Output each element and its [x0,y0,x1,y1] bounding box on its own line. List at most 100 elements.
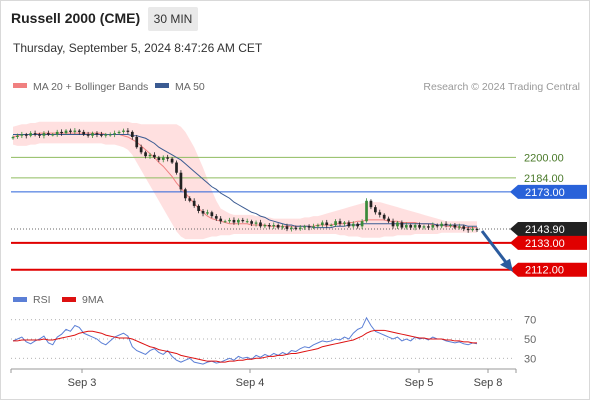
x-tick-label: Sep 3 [68,377,97,389]
candle [259,219,262,228]
candle [237,218,240,226]
candle [175,160,178,175]
candle [369,199,373,210]
level-label-3: 2143.90 [525,224,565,236]
candle [272,222,276,229]
candle [396,220,399,229]
candle [378,209,382,218]
candle [73,128,77,135]
candle [135,134,139,149]
candle [139,144,143,155]
candle [11,135,15,140]
ma20-line [12,132,477,229]
candle [400,220,404,230]
candle [276,223,280,230]
candle [475,227,479,233]
rsi-legend-label: RSI [33,294,51,306]
bollinger-band [13,121,477,240]
x-tick-label: Sep 5 [405,377,434,389]
candle [409,223,413,230]
rsi-legend: RSI 9MA [13,294,104,306]
candle [201,208,205,217]
rsi-ma-legend-swatch [62,297,76,302]
candle [267,222,271,229]
level-label-5: 2112.00 [525,265,564,277]
candle [298,225,302,231]
candle [113,130,116,138]
rsi-ma-line [13,329,477,363]
candle [471,226,474,232]
research-credit: Research © 2024 Trading Central [423,81,580,93]
candle [161,155,165,163]
candle [91,131,94,139]
candle [214,214,218,221]
candle [241,217,245,223]
chart-timestamp: Thursday, September 5, 2024 8:47:26 AM C… [13,41,263,55]
candle [290,226,293,232]
candle [391,218,395,229]
candle [263,223,267,229]
level-tag-4 [510,235,587,250]
rsi-tick-label: 70 [524,315,536,327]
level-label-2: 2173.00 [525,187,565,199]
candle [20,131,24,139]
candle [60,129,63,136]
candle [232,217,236,225]
candle [29,131,33,138]
rsi-line [12,316,478,365]
candle [387,216,390,224]
candle [24,132,28,139]
candle [69,128,72,134]
forecast-arrow-shaft [480,230,509,265]
candle [374,205,377,215]
x-axis: Sep 3 Sep 4 Sep 5 Sep 8 [10,368,517,389]
candle [179,170,183,192]
candle [82,129,86,136]
ma50-line [13,133,477,229]
rsi-tick-label: 30 [524,353,536,365]
rsi-legend-swatch [13,297,27,302]
candle [86,131,90,138]
candle [130,130,134,140]
candle [228,217,231,224]
level-label-0: 2200.00 [524,152,564,164]
level-tag-3 [510,221,587,236]
candle [312,223,315,230]
candle [77,129,81,135]
candle [440,221,444,229]
x-tick-label: Sep 8 [474,377,503,389]
candle [462,224,466,232]
instrument-title: Russell 2000 (CME) [11,10,141,26]
candle [183,187,187,201]
candle [356,222,360,229]
rsi-tick-label: 50 [524,334,536,346]
candle [347,220,351,228]
interval-badge[interactable]: 30 MIN [148,7,198,31]
candle [166,154,170,162]
candle [307,224,311,231]
candle [42,131,46,139]
candle [418,222,421,230]
candle [144,150,147,159]
candle [38,132,41,139]
candle [281,224,284,230]
candle [294,225,298,231]
level-tag-2 [510,184,587,199]
candle [206,209,209,216]
candle [33,130,37,137]
candle [382,213,386,221]
candle [444,221,448,228]
candle [431,222,435,231]
rsi-ma-legend-label: 9MA [82,294,104,306]
candle [360,219,364,229]
candle [245,218,249,224]
candle [197,204,200,214]
candle [457,223,461,230]
candle [329,223,333,227]
candle [250,219,253,227]
ma50-legend-label: MA 50 [175,81,205,93]
candle [122,128,125,134]
candle [404,222,408,230]
candle [126,128,130,135]
